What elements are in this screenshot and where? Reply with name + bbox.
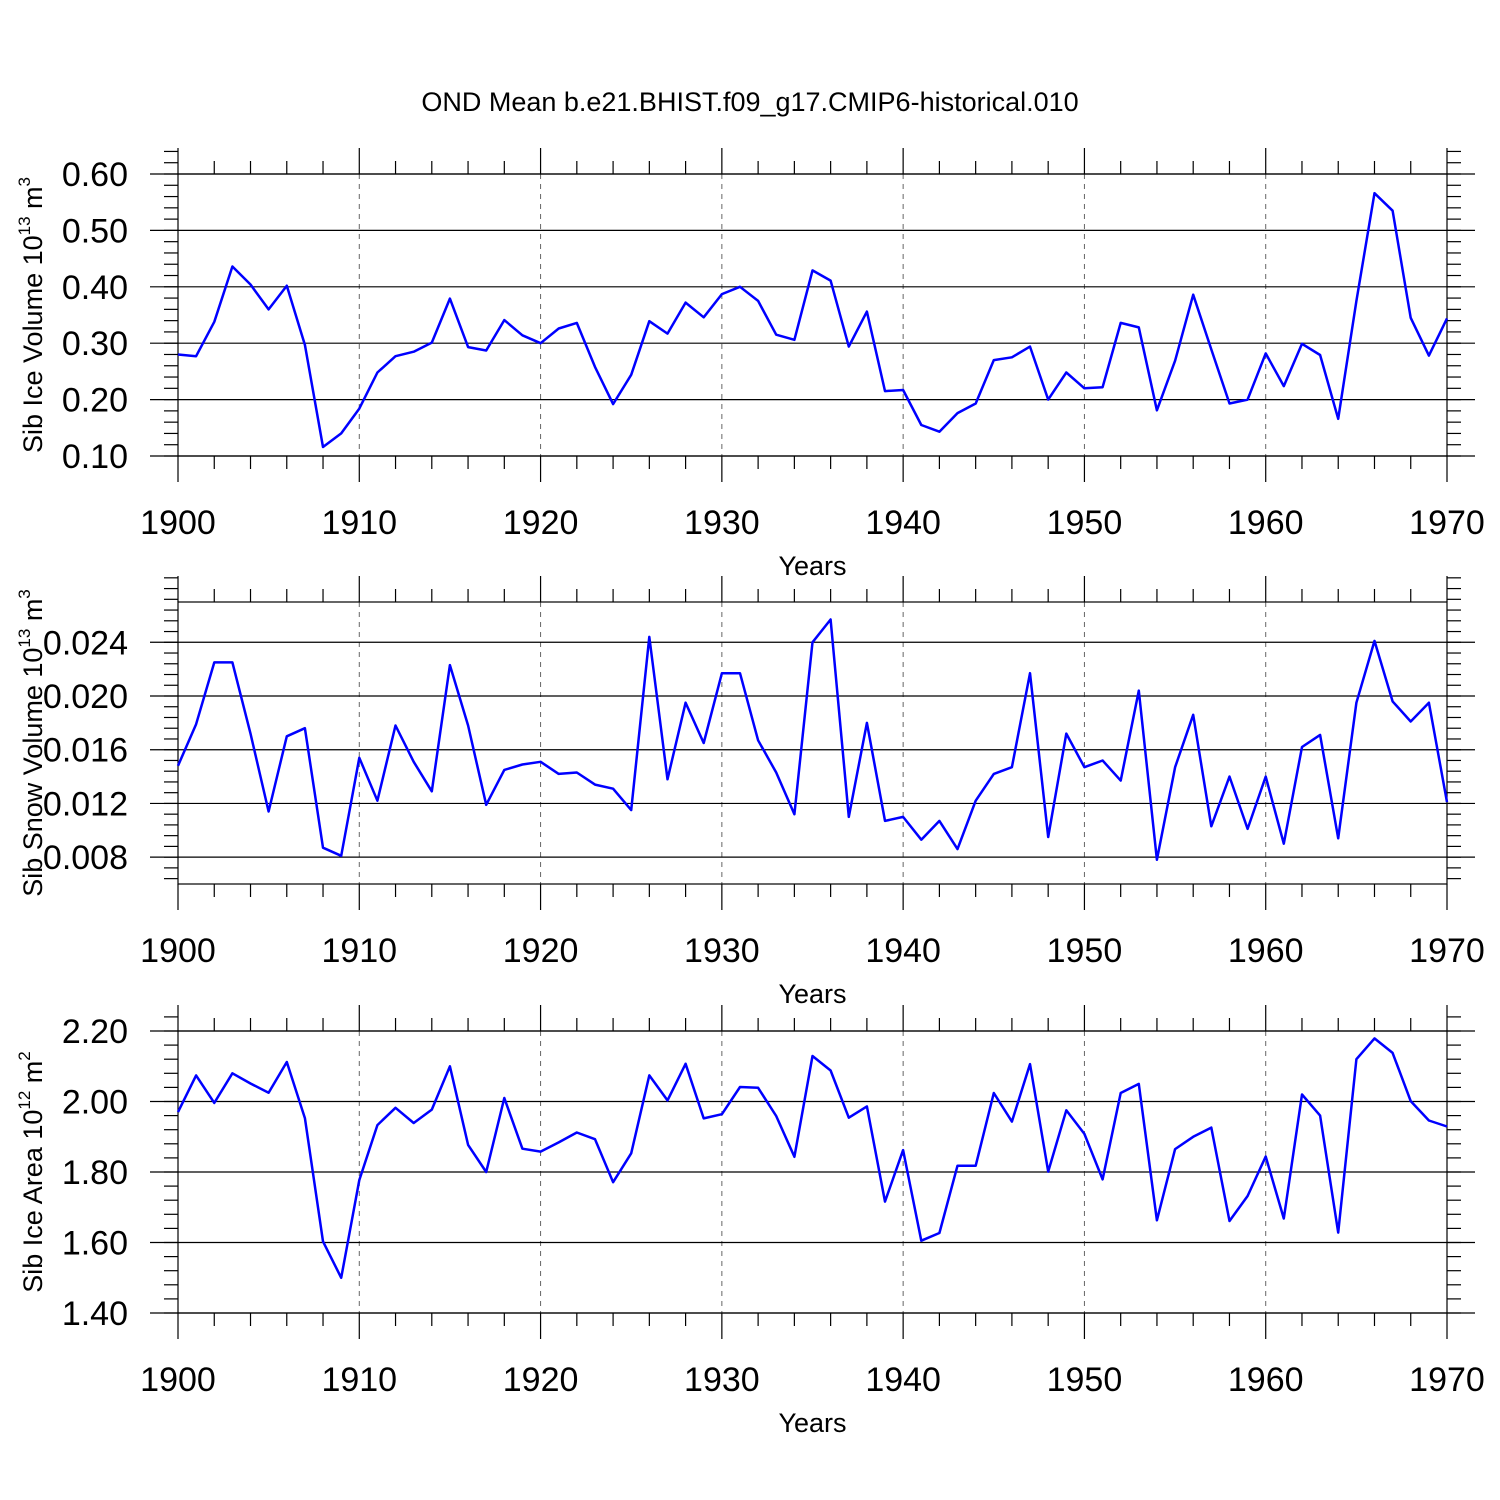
x-tick-label: 1960 — [1228, 504, 1304, 542]
x-tick-label: 1940 — [865, 504, 941, 542]
x-tick-label: 1970 — [1409, 932, 1485, 970]
y-tick-label: 2.20 — [62, 1013, 128, 1051]
y-axis-title: Sib Snow Volume 1013 m3 — [15, 589, 48, 897]
y-tick-label: 0.10 — [62, 438, 128, 476]
x-tick-label: 1950 — [1047, 932, 1123, 970]
plot-frame — [177, 601, 1448, 885]
x-axis-title: Years — [778, 551, 846, 581]
y-tick-label: 0.016 — [43, 732, 128, 770]
panel-3: 1.40 1.60 1.80 2.00 2.20 1900 1910 1920 1930 1940… — [15, 1005, 1485, 1438]
series-line-1 — [176, 618, 1449, 862]
y-axis-title: Sib Ice Area 1012 m2 — [15, 1051, 48, 1293]
y-tick-label: 0.012 — [43, 785, 128, 823]
x-tick-label: 1970 — [1409, 504, 1485, 542]
x-axis-title: Years — [778, 1408, 846, 1438]
x-tick-label: 1900 — [140, 1361, 216, 1399]
x-tick-label: 1910 — [321, 504, 397, 542]
panels: 0.10 0.20 0.30 0.40 0.50 0.60 1900 1910 1920 1930… — [15, 148, 1485, 1438]
plot-frame — [177, 1030, 1448, 1314]
x-tick-label: 1940 — [865, 932, 941, 970]
x-tick-label: 1900 — [140, 932, 216, 970]
x-tick-label: 1950 — [1047, 504, 1123, 542]
panel-1: 0.10 0.20 0.30 0.40 0.50 0.60 1900 1910 1920 1930… — [15, 148, 1485, 581]
y-tick-label: 0.20 — [62, 382, 128, 420]
axis-ticks — [164, 1005, 1461, 1339]
y-axis-title: Sib Ice Volume 1013 m3 — [15, 177, 48, 453]
x-tick-label: 1920 — [503, 932, 579, 970]
x-tick-label: 1970 — [1409, 1361, 1485, 1399]
x-tick-label: 1910 — [321, 1361, 397, 1399]
x-tick-label: 1920 — [503, 504, 579, 542]
y-tick-label: 0.020 — [43, 678, 128, 716]
y-tick-label: 1.80 — [62, 1154, 128, 1192]
main-title: OND Mean b.e21.BHIST.f09_g17.CMIP6-histo… — [421, 87, 1078, 117]
x-tick-label: 1930 — [684, 932, 760, 970]
x-tick-label: 1920 — [503, 1361, 579, 1399]
y-tick-label: 0.30 — [62, 325, 128, 363]
series-line-1 — [176, 1037, 1448, 1280]
x-tick-label: 1940 — [865, 1361, 941, 1399]
y-tick-label: 0.40 — [62, 269, 128, 307]
x-tick-label: 1900 — [140, 504, 216, 542]
y-tick-label: 1.40 — [62, 1295, 128, 1333]
axis-ticks — [164, 576, 1461, 910]
panel-2: 0.008 0.012 0.016 0.020 0.024 1900 1910 1920 193… — [15, 576, 1485, 1009]
x-tick-label: 1950 — [1047, 1361, 1123, 1399]
y-tick-label: 1.60 — [62, 1225, 128, 1263]
x-tick-label: 1960 — [1228, 1361, 1304, 1399]
plot-frame — [177, 173, 1448, 457]
axis-ticks — [164, 148, 1461, 482]
x-axis-title: Years — [778, 979, 846, 1009]
series-line-1 — [177, 191, 1449, 449]
x-tick-label: 1910 — [321, 932, 397, 970]
y-tick-label: 0.008 — [43, 839, 128, 877]
x-tick-label: 1930 — [684, 1361, 760, 1399]
y-tick-label: 2.00 — [62, 1084, 128, 1122]
x-tick-label: 1960 — [1228, 932, 1304, 970]
x-tick-label: 1930 — [684, 504, 760, 542]
y-tick-label: 0.024 — [43, 624, 128, 662]
y-tick-label: 0.60 — [62, 156, 128, 194]
y-tick-label: 0.50 — [62, 212, 128, 250]
